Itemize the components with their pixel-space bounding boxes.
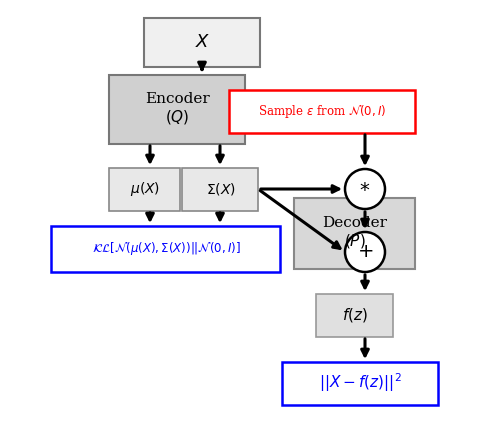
Text: $+$: $+$	[357, 243, 373, 261]
FancyBboxPatch shape	[282, 362, 438, 404]
FancyBboxPatch shape	[183, 168, 258, 210]
FancyBboxPatch shape	[229, 89, 415, 132]
Text: Encoder
$(Q)$: Encoder $(Q)$	[145, 92, 210, 126]
FancyBboxPatch shape	[317, 293, 393, 336]
Text: $*$: $*$	[359, 180, 371, 198]
FancyBboxPatch shape	[295, 197, 415, 269]
Circle shape	[345, 169, 385, 209]
FancyBboxPatch shape	[109, 168, 181, 210]
FancyBboxPatch shape	[109, 75, 246, 144]
Text: $X$: $X$	[195, 33, 210, 51]
Text: $f(z)$: $f(z)$	[342, 306, 368, 324]
Text: $||X - f(z)||^2$: $||X - f(z)||^2$	[319, 372, 402, 395]
Text: $\mu(X)$: $\mu(X)$	[130, 180, 160, 198]
Circle shape	[345, 232, 385, 272]
Text: Sample $\epsilon$ from $\mathcal{N}(0,I)$: Sample $\epsilon$ from $\mathcal{N}(0,I)…	[258, 102, 387, 119]
Text: Decoder
$(P)$: Decoder $(P)$	[323, 216, 387, 250]
Text: $\Sigma(X)$: $\Sigma(X)$	[206, 181, 236, 197]
FancyBboxPatch shape	[144, 17, 261, 66]
FancyBboxPatch shape	[52, 226, 280, 272]
Text: $\mathcal{KL}[\mathcal{N}(\mu(X),\Sigma(X))||\mathcal{N}(0,I)]$: $\mathcal{KL}[\mathcal{N}(\mu(X),\Sigma(…	[91, 240, 241, 257]
